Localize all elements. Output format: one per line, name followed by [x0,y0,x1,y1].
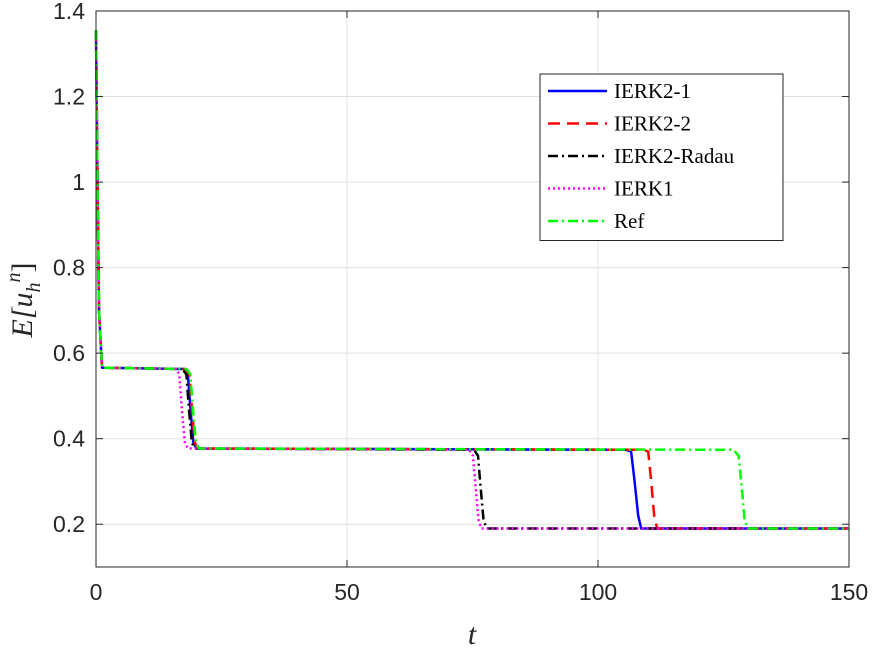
y-tick-label: 0.8 [53,255,85,281]
y-axis-label-sub: h [23,283,45,293]
legend-box [539,73,784,241]
series-lines [94,30,849,530]
y-axis-label: E[uhn] [3,263,45,339]
plot-frame [95,10,850,568]
x-tick-label: 50 [334,579,360,605]
svg-text:E[uhn]: E[uhn] [3,263,45,339]
y-tick-label: 1.4 [53,0,85,24]
y-axis-label-main: E[u [6,293,39,339]
y-tick-label: 0.4 [53,426,85,452]
y-tick-label: 0.6 [53,340,85,366]
x-tick-label: 0 [90,579,103,605]
legend-label-ierk2-radau: IERK2-Radau [614,144,735,168]
legend-label-ref: Ref [614,209,644,233]
legend-label-ierk2-1: IERK2-1 [614,79,691,103]
legend-label-ierk1: IERK1 [614,177,674,201]
y-axis-label-sup: n [3,273,25,283]
x-tick-label: 100 [579,579,617,605]
axis-ticks: 0 50 100 150 0.2 0.4 0.6 0.8 1 1.2 1.4 [53,0,868,605]
series-line-ierk2-1 [94,30,849,530]
y-tick-label: 1.2 [53,84,85,110]
x-tick-label: 150 [830,579,868,605]
y-tick-label: 1 [72,169,85,195]
x-axis-label: t [468,618,477,651]
legend: IERK2-1 IERK2-2 IERK2-Radau IERK1 Ref [539,73,784,241]
series-line-ierk1 [94,30,849,530]
legend-label-ierk2-2: IERK2-2 [614,112,691,136]
y-tick-label: 0.2 [53,511,85,537]
y-axis-label-close: ] [6,263,39,273]
series-line-ierk2-2 [94,30,849,530]
